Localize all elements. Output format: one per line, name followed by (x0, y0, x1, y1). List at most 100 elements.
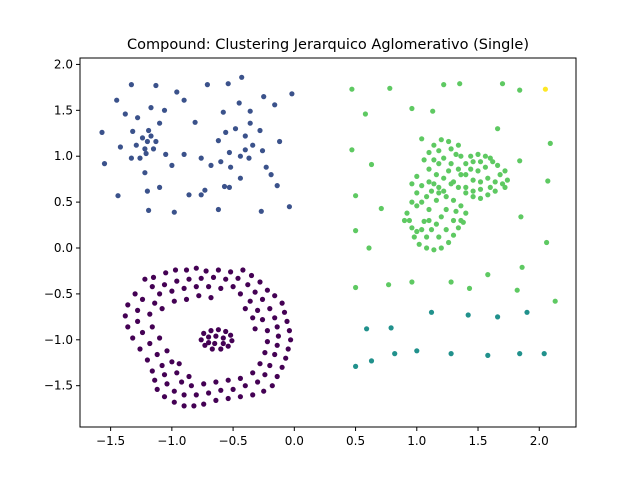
data-point (433, 172, 439, 178)
data-point (186, 276, 192, 282)
data-point (169, 162, 175, 168)
data-point (353, 228, 359, 234)
data-point (485, 175, 491, 181)
data-point (198, 192, 204, 198)
data-point (446, 138, 452, 145)
data-point (492, 179, 498, 185)
data-point (436, 148, 442, 154)
data-point (159, 362, 165, 369)
data-point (125, 302, 131, 308)
data-point (419, 199, 425, 205)
data-point (517, 158, 523, 164)
data-point (455, 166, 461, 172)
data-point (455, 142, 461, 148)
data-point (485, 352, 491, 358)
data-point (349, 147, 355, 153)
data-point (470, 194, 476, 200)
data-point (436, 184, 442, 190)
data-point (208, 162, 214, 168)
data-point (213, 397, 219, 403)
data-point (349, 86, 355, 92)
data-point (441, 82, 447, 88)
data-point (208, 328, 214, 334)
x-tick-label: −1.0 (157, 434, 186, 448)
data-point (152, 377, 158, 383)
data-point (117, 144, 123, 150)
data-point (229, 338, 235, 344)
data-point (237, 153, 243, 159)
data-point (272, 293, 278, 299)
data-point (386, 282, 392, 288)
data-point (502, 168, 508, 174)
data-point (446, 239, 452, 246)
data-point (264, 339, 270, 345)
data-point (169, 359, 175, 365)
data-point (171, 399, 177, 405)
data-point (272, 351, 278, 358)
data-point (149, 284, 155, 290)
data-point (463, 161, 469, 167)
data-point (257, 361, 263, 367)
data-point (268, 172, 274, 178)
data-point (414, 203, 420, 209)
y-tick-label: −1.5 (44, 379, 73, 393)
data-point (157, 184, 163, 190)
data-point (269, 383, 275, 389)
data-point (176, 361, 182, 367)
data-point (443, 206, 449, 213)
data-point (458, 172, 464, 178)
data-point (153, 82, 159, 89)
x-tick-label: 0.5 (346, 434, 365, 448)
data-point (198, 155, 204, 161)
data-point (220, 340, 226, 347)
data-point (225, 81, 231, 87)
data-point (172, 267, 179, 273)
data-point (482, 153, 488, 159)
data-point (431, 142, 437, 148)
data-point (466, 285, 473, 291)
data-point (137, 346, 143, 352)
data-point (218, 159, 224, 165)
data-point (223, 328, 229, 335)
data-point (524, 309, 530, 315)
data-point (274, 183, 280, 189)
data-point (274, 373, 280, 380)
data-point (181, 151, 187, 157)
data-point (458, 203, 464, 209)
data-point (362, 111, 368, 117)
data-point (150, 146, 157, 152)
data-point (441, 188, 447, 194)
data-point (482, 164, 488, 170)
points-layer (99, 74, 558, 409)
data-point (236, 100, 242, 106)
data-point (497, 172, 503, 178)
data-point (101, 161, 108, 167)
data-point (431, 247, 437, 253)
data-point (364, 326, 370, 332)
y-tick-label: 0.0 (54, 241, 73, 255)
data-point (193, 392, 199, 398)
data-point (192, 119, 198, 125)
data-point (250, 392, 256, 398)
data-point (414, 190, 420, 196)
data-point (259, 296, 266, 302)
data-point (122, 111, 128, 117)
data-point (245, 282, 251, 288)
data-point (183, 267, 190, 273)
data-point (250, 142, 256, 148)
data-point (264, 287, 270, 293)
data-point (470, 188, 476, 194)
data-point (443, 227, 449, 233)
data-point (448, 279, 454, 285)
data-point (463, 172, 469, 178)
data-point (288, 337, 294, 343)
data-point (247, 120, 253, 126)
data-point (188, 383, 194, 389)
data-point (409, 279, 415, 285)
x-tick-label: 0.0 (285, 434, 304, 448)
data-point (433, 221, 439, 227)
data-point (223, 276, 229, 282)
data-point (517, 87, 523, 93)
data-point (517, 351, 523, 357)
